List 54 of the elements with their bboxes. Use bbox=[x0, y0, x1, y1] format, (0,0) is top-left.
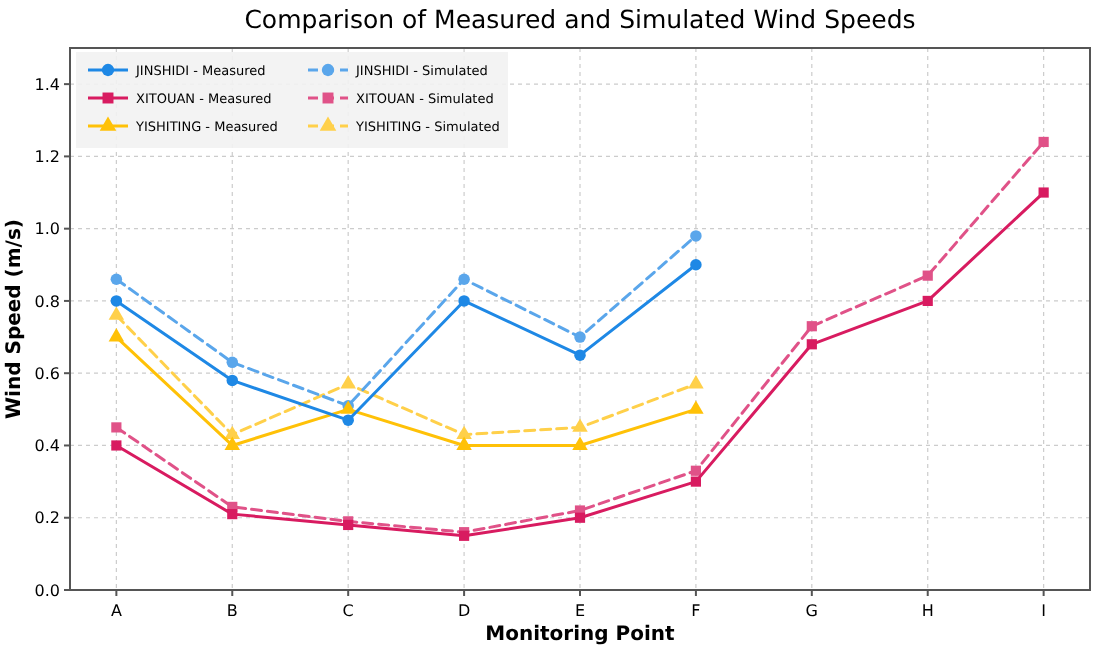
point bbox=[342, 414, 354, 426]
point bbox=[688, 400, 704, 414]
point bbox=[690, 230, 702, 242]
x-axis-title: Monitoring Point bbox=[485, 624, 676, 646]
x-tick-label: B bbox=[226, 602, 238, 620]
point bbox=[111, 422, 122, 433]
point bbox=[574, 512, 586, 523]
y-tick-label: 1.2 bbox=[34, 148, 60, 166]
x-tick-label: C bbox=[342, 602, 355, 620]
point bbox=[922, 295, 933, 307]
point bbox=[574, 331, 586, 343]
point bbox=[458, 295, 470, 307]
x-tick-label: F bbox=[691, 602, 702, 620]
point bbox=[110, 273, 123, 285]
point bbox=[224, 436, 241, 450]
point bbox=[224, 425, 241, 440]
point bbox=[226, 374, 239, 387]
y-tick-label: 0.8 bbox=[34, 292, 60, 311]
y-tick-label: 0.6 bbox=[34, 364, 60, 383]
x-tick-label: D bbox=[457, 602, 471, 620]
y-tick-label: 0.0 bbox=[34, 581, 60, 600]
point bbox=[108, 328, 125, 342]
point bbox=[572, 436, 588, 450]
point bbox=[922, 270, 933, 281]
x-tick-label: E bbox=[574, 602, 586, 620]
point bbox=[227, 509, 238, 520]
x-tick-label: A bbox=[110, 602, 123, 620]
point bbox=[1038, 136, 1049, 148]
point bbox=[806, 339, 817, 350]
x-tick-label: H bbox=[921, 602, 934, 620]
point bbox=[688, 375, 704, 389]
y-tick-label: 1.4 bbox=[34, 75, 60, 94]
point bbox=[690, 476, 702, 487]
y-tick-label: 0.4 bbox=[34, 437, 60, 456]
point bbox=[574, 349, 586, 361]
y-tick-label: 1.0 bbox=[34, 220, 60, 239]
point bbox=[458, 273, 470, 285]
point bbox=[226, 356, 239, 369]
point bbox=[111, 440, 122, 451]
x-tick-label: I bbox=[1041, 602, 1046, 620]
point bbox=[108, 306, 125, 320]
point bbox=[340, 375, 356, 389]
point bbox=[572, 418, 588, 432]
y-tick-label: 0.2 bbox=[34, 509, 60, 528]
point bbox=[456, 425, 472, 440]
x-tick-label: G bbox=[805, 602, 819, 620]
point bbox=[690, 259, 702, 271]
point bbox=[110, 295, 123, 307]
point bbox=[690, 465, 702, 476]
y-axis-title: Wind Speed (m/s) bbox=[4, 219, 26, 419]
point bbox=[806, 321, 817, 332]
chart-title: Comparison of Measured and Simulated Wind Speeds bbox=[244, 4, 916, 34]
point bbox=[456, 436, 472, 450]
point bbox=[1038, 187, 1049, 198]
